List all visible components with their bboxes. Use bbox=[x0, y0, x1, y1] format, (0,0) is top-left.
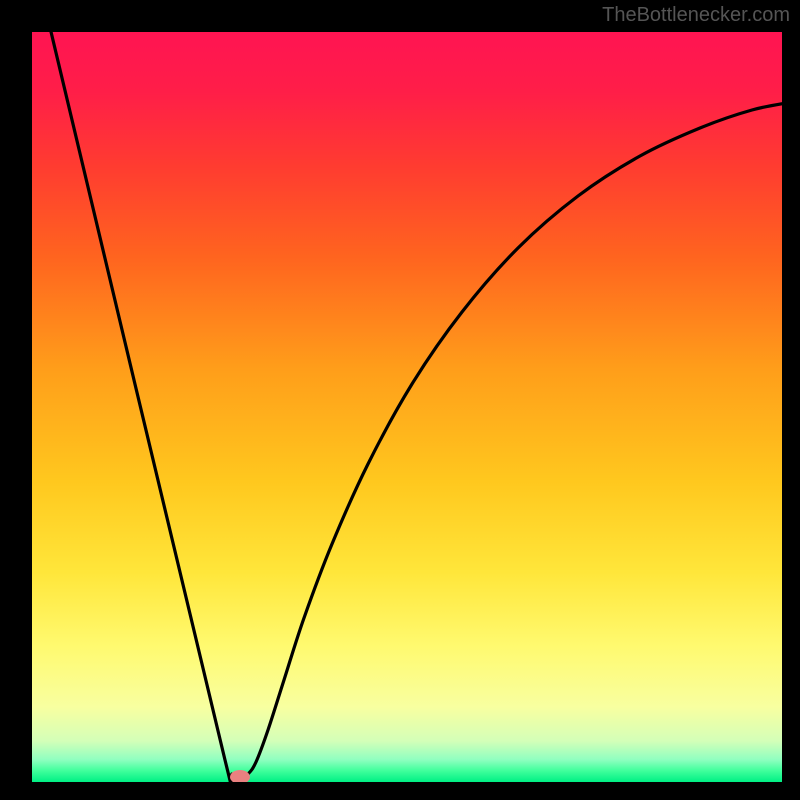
curve-layer bbox=[32, 32, 782, 782]
bottleneck-curve bbox=[42, 32, 782, 782]
minimum-marker bbox=[230, 770, 250, 782]
plot-area bbox=[32, 32, 782, 782]
watermark-text: TheBottlenecker.com bbox=[602, 4, 790, 27]
